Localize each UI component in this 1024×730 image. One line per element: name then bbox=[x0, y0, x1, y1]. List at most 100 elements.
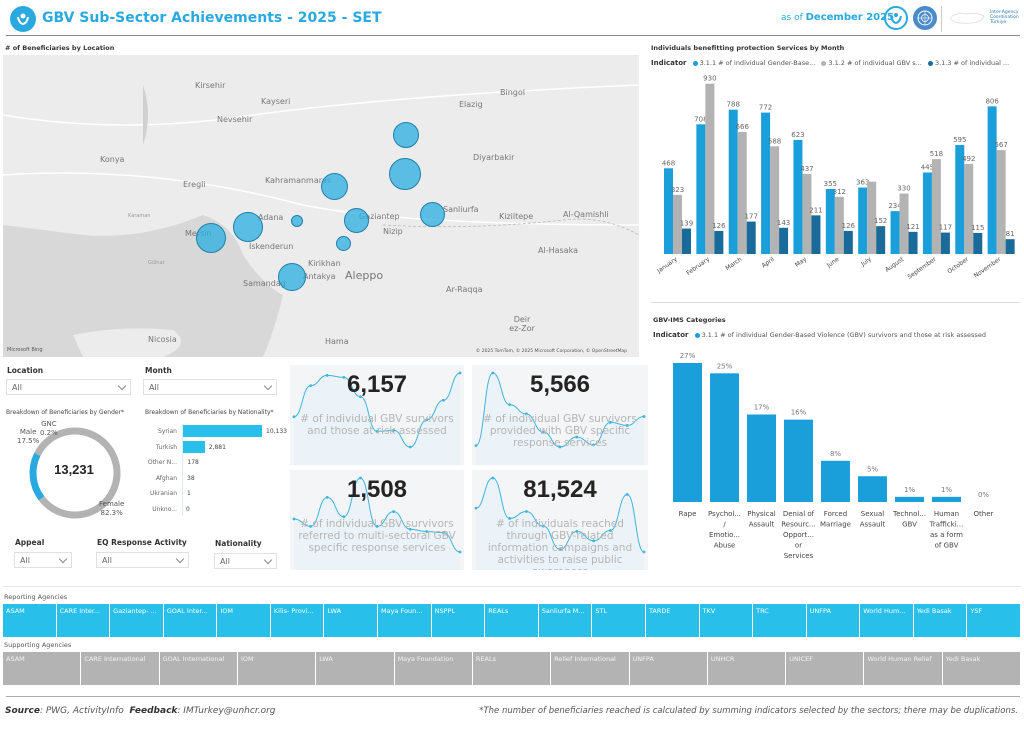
supporting-agency-tile[interactable]: CARE International bbox=[81, 652, 159, 685]
bar-february-s1[interactable] bbox=[696, 124, 706, 254]
map-attribution[interactable]: © 2025 TomTom, © 2025 Microsoft Corporat… bbox=[475, 349, 627, 354]
bar-may-s3[interactable] bbox=[811, 215, 821, 254]
supporting-agency-tile[interactable]: UNHCR bbox=[707, 652, 786, 685]
map-bubble-malatya[interactable] bbox=[393, 122, 419, 148]
bar-july-s2[interactable] bbox=[867, 181, 877, 254]
bar-may-s2[interactable] bbox=[802, 173, 812, 254]
bar-september-s3[interactable] bbox=[940, 232, 950, 254]
month-filter[interactable]: All bbox=[143, 379, 277, 395]
gbvims-bar[interactable] bbox=[858, 476, 887, 502]
reporting-agency-tile[interactable]: TARDE bbox=[645, 604, 699, 637]
reporting-agency-tile[interactable]: ASAM bbox=[3, 604, 56, 637]
supporting-agency-tile[interactable]: LWA bbox=[316, 652, 394, 685]
bar-january-s2[interactable] bbox=[673, 194, 682, 254]
supporting-agency-tile[interactable]: World Human Relief bbox=[864, 652, 942, 685]
supporting-agency-tile[interactable]: GOAL International bbox=[159, 652, 237, 685]
gbvims-bar[interactable] bbox=[784, 419, 813, 502]
map-bubble-adana[interactable] bbox=[233, 212, 263, 242]
location-filter[interactable]: All bbox=[6, 379, 131, 395]
reporting-agency-tile[interactable]: GOAL Inter... bbox=[163, 604, 217, 637]
eq-response-filter[interactable]: All bbox=[96, 552, 189, 568]
bar-september-s2[interactable] bbox=[931, 159, 941, 254]
map-bubble-gaziantep[interactable] bbox=[344, 208, 369, 233]
map-bubble-sanliurfa[interactable] bbox=[420, 202, 445, 227]
bar-november-s1[interactable] bbox=[987, 106, 997, 254]
legend-item[interactable]: 3.1.1 # of individual Gender-Base... bbox=[699, 59, 816, 67]
reporting-agency-tile[interactable]: REALs bbox=[485, 604, 538, 637]
bar-november-s3[interactable] bbox=[1005, 239, 1015, 254]
map-bubble-osmaniye[interactable] bbox=[291, 215, 303, 227]
reporting-agency-tile[interactable]: TRC bbox=[753, 604, 806, 637]
reporting-agency-tile[interactable]: TKV bbox=[699, 604, 753, 637]
bar-october-s3[interactable] bbox=[973, 232, 983, 254]
map-bubble-kilis[interactable] bbox=[336, 236, 351, 251]
reporting-agency-tile[interactable]: STL bbox=[592, 604, 645, 637]
map-bubble-hatay[interactable] bbox=[278, 263, 306, 291]
reporting-agency-tile[interactable]: IOM bbox=[217, 604, 270, 637]
supporting-agency-tile[interactable]: Maya Foundation bbox=[394, 652, 472, 685]
bar-november-s2[interactable] bbox=[996, 150, 1006, 254]
header-separator bbox=[941, 6, 942, 32]
bar-june-s3[interactable] bbox=[843, 230, 853, 254]
bar-january-s1[interactable] bbox=[664, 168, 673, 254]
reporting-agency-tile[interactable]: LWA bbox=[324, 604, 378, 637]
gbvims-bar[interactable] bbox=[673, 363, 702, 502]
bar-july-s3[interactable] bbox=[876, 226, 886, 254]
donut-slice-female[interactable] bbox=[20, 418, 130, 528]
supporting-agency-tile[interactable]: UNICEF bbox=[786, 652, 864, 685]
supporting-agency-tile[interactable]: Relief International bbox=[551, 652, 629, 685]
supporting-agency-tile[interactable]: IOM bbox=[237, 652, 316, 685]
bar-february-s3[interactable] bbox=[714, 230, 724, 254]
gbvims-bar[interactable] bbox=[895, 496, 924, 502]
map-bubble-kahramanmaras[interactable] bbox=[321, 173, 348, 200]
nationality-bar[interactable] bbox=[182, 440, 205, 453]
nationality-filter[interactable]: All bbox=[214, 553, 277, 569]
bar-march-s3[interactable] bbox=[746, 221, 756, 254]
legend-item[interactable]: 3.1.3 # of individual ... bbox=[934, 59, 1010, 67]
reporting-agency-tile[interactable]: Gaziantep- ... bbox=[110, 604, 163, 637]
legend-item[interactable]: 3.1.2 # of individual GBV s... bbox=[828, 59, 922, 67]
bar-august-s2[interactable] bbox=[899, 193, 909, 254]
bar-august-s3[interactable] bbox=[908, 231, 918, 254]
bar-april-s2[interactable] bbox=[770, 146, 780, 254]
supporting-agency-tile[interactable]: Yedi Basak bbox=[942, 652, 1021, 685]
beneficiaries-map[interactable]: Kirsehir Kayseri Nevsehir Konya Eregli K… bbox=[3, 55, 639, 357]
gbvims-bar[interactable] bbox=[932, 496, 961, 502]
bar-august-s1[interactable] bbox=[890, 211, 900, 254]
bar-september-s1[interactable] bbox=[922, 172, 932, 254]
bar-april-s1[interactable] bbox=[761, 112, 771, 254]
supporting-agency-tile[interactable]: UNFPA bbox=[629, 652, 707, 685]
reporting-agency-tile[interactable]: Maya Foun... bbox=[378, 604, 431, 637]
bar-january-s3[interactable] bbox=[682, 228, 691, 254]
gbvims-bar[interactable] bbox=[747, 414, 776, 502]
bar-april-s3[interactable] bbox=[779, 227, 789, 254]
legend-item[interactable]: 3.1.1 # of individual Gender-Based Viole… bbox=[701, 331, 986, 339]
reporting-agency-tile[interactable]: Yedi Basak bbox=[913, 604, 967, 637]
bar-may-s1[interactable] bbox=[793, 139, 803, 254]
bar-june-s2[interactable] bbox=[834, 196, 844, 254]
bar-october-s1[interactable] bbox=[955, 145, 965, 254]
nationality-bar[interactable] bbox=[182, 425, 262, 437]
reporting-agency-tile[interactable]: UNFPA bbox=[806, 604, 860, 637]
reporting-agency-tile[interactable]: Sanliurfa M... bbox=[538, 604, 592, 637]
reporting-agency-tile[interactable]: YSF bbox=[967, 604, 1020, 637]
bar-october-s2[interactable] bbox=[964, 163, 974, 254]
gbvims-bar[interactable] bbox=[710, 373, 739, 502]
bar-july-s1[interactable] bbox=[858, 187, 868, 254]
reporting-agency-tile[interactable]: NSPPL bbox=[431, 604, 485, 637]
supporting-agency-tile[interactable]: REALs bbox=[472, 652, 551, 685]
reporting-agency-tile[interactable]: Kilis- Provi... bbox=[270, 604, 324, 637]
as-of-date-value: December 2025 bbox=[805, 12, 895, 23]
supporting-agency-tile[interactable]: ASAM bbox=[3, 652, 81, 685]
map-bubble-adiyaman[interactable] bbox=[389, 158, 421, 190]
appeal-filter[interactable]: All bbox=[14, 552, 72, 568]
bar-march-s1[interactable] bbox=[728, 109, 738, 255]
bar-february-s2[interactable] bbox=[705, 83, 715, 255]
bar-june-s1[interactable] bbox=[825, 188, 835, 254]
map-bubble-mersin[interactable] bbox=[196, 223, 226, 253]
feedback-email[interactable]: : IMTurkey@unhcr.org bbox=[177, 706, 276, 716]
gbvims-bar[interactable] bbox=[821, 460, 850, 502]
reporting-agency-tile[interactable]: CARE Inter... bbox=[56, 604, 110, 637]
bar-march-s2[interactable] bbox=[737, 132, 747, 254]
reporting-agency-tile[interactable]: World Hum... bbox=[860, 604, 913, 637]
